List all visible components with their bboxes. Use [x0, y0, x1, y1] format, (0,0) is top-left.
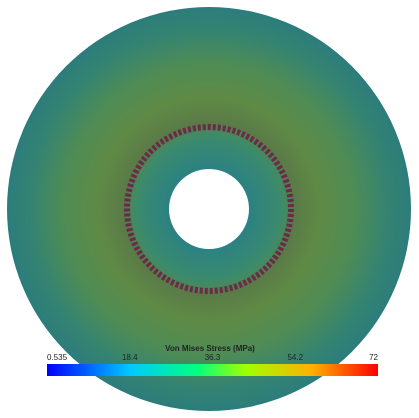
contour-view: Von Mises Stress (MPa) 0.535 18.4 36.3 54.2…: [0, 0, 419, 418]
color-scale: [47, 364, 378, 376]
colorbar-tick-label: 0.535: [47, 353, 68, 362]
colorbar-tick-label: 54.2: [287, 353, 303, 362]
colorbar-tick-label: 72: [369, 353, 378, 362]
colorbar-title: Von Mises Stress (MPa): [165, 344, 255, 353]
bore: [169, 169, 249, 249]
colorbar-tick-label: 36.3: [205, 353, 221, 362]
colorbar-tick-label: 18.4: [122, 353, 138, 362]
